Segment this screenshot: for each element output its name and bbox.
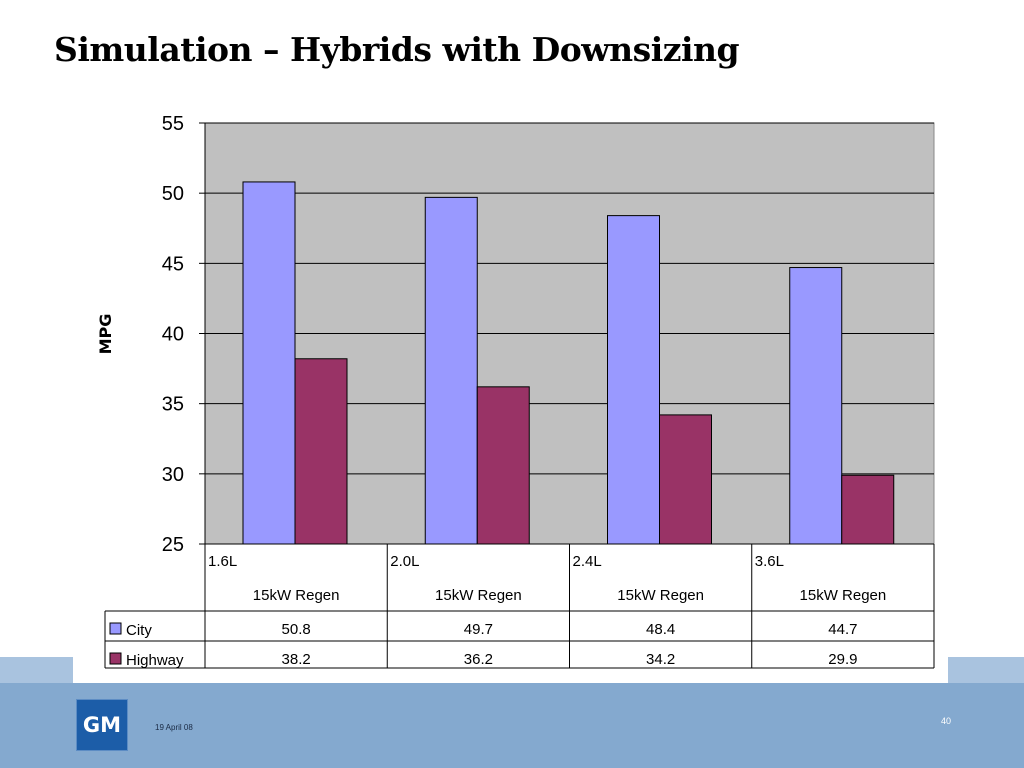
city-bar [607,215,660,545]
city-bar [424,196,478,545]
city-value: 49.7 [464,621,493,638]
category-sublabel: 15kW Regen [800,587,887,604]
city-value: 44.7 [828,621,857,638]
highway-legend-swatch [109,652,122,665]
highway-bar [841,474,895,545]
page-number: 40 [941,716,952,726]
highway-value: 34.2 [646,651,675,668]
highway-value: 36.2 [464,651,493,668]
highway-value: 29.9 [828,651,857,668]
y-tick-label: 35 [162,394,184,416]
highway-legend-label: Highway [126,652,184,669]
slide-title: Simulation – Hybrids with Downsizing [54,30,740,69]
category-label: 2.4L [573,553,602,570]
y-axis-title: MPG [96,314,115,355]
highway-bar [294,358,348,545]
category-sublabel: 15kW Regen [435,587,522,604]
highway-value: 38.2 [282,651,311,668]
y-tick-label: 45 [162,253,184,275]
footer-band [0,683,1024,768]
y-tick-label: 30 [162,464,184,486]
category-label: 2.0L [390,553,419,570]
y-tick-label: 40 [162,324,184,346]
city-bar [242,181,296,545]
footer-date: 19 April 08 [155,723,193,732]
y-tick-label: 55 [162,113,184,135]
city-value: 50.8 [282,621,311,638]
category-label: 3.6L [755,553,784,570]
city-value: 48.4 [646,621,675,638]
mpg-bar-chart: 25 30 35 40 45 50 55 MPG 1.6L 15kW Regen 50.8 38.2 2… [96,113,935,669]
footer-accent-right [948,657,1024,683]
category-sublabel: 15kW Regen [617,587,704,604]
highway-bar [476,386,530,545]
highway-bar [659,414,712,545]
city-bar [789,267,843,545]
city-legend-label: City [126,622,152,639]
y-tick-label: 25 [162,534,184,556]
y-tick-label: 50 [162,183,184,205]
footer-accent-left [0,657,73,683]
category-sublabel: 15kW Regen [253,587,340,604]
city-legend-swatch [109,622,122,635]
gm-logo: GM [76,699,128,751]
category-label: 1.6L [208,553,237,570]
